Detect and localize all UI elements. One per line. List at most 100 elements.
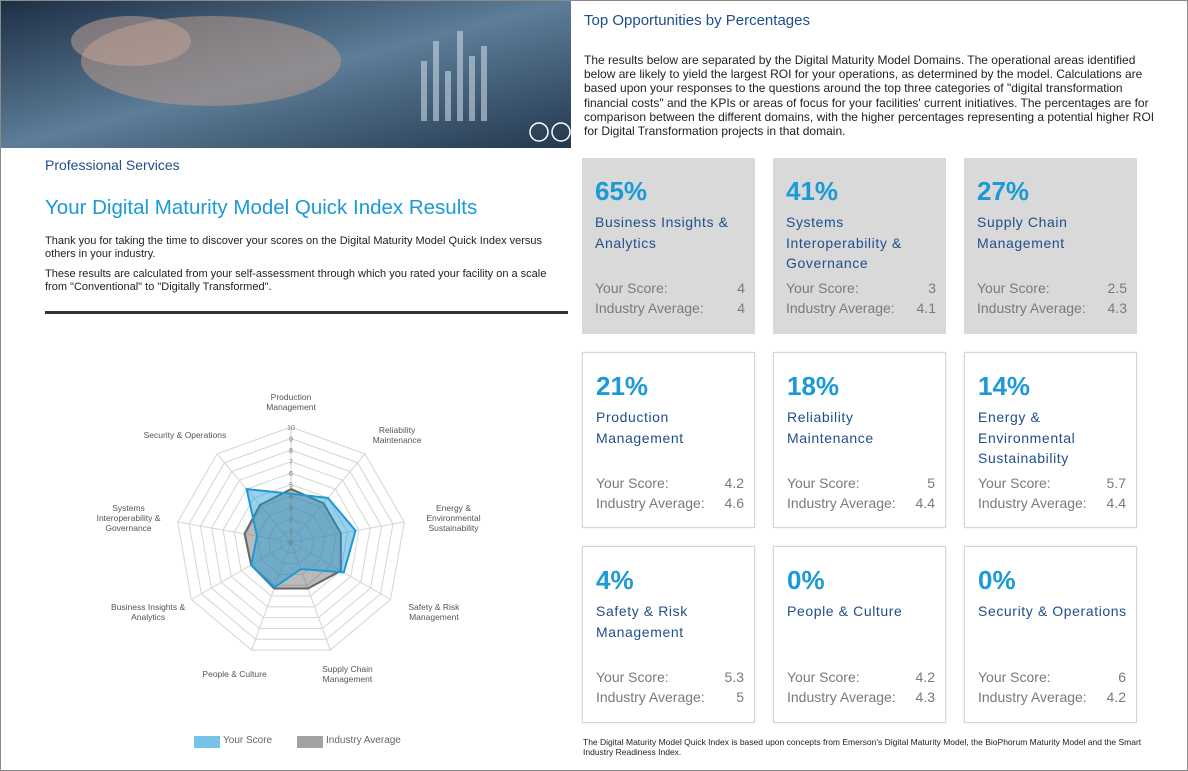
average-row: Industry Average: 4.4 bbox=[978, 495, 1126, 511]
opportunities-title: Top Opportunities by Percentages bbox=[584, 12, 810, 29]
footnote: The Digital Maturity Model Quick Index i… bbox=[583, 737, 1142, 757]
card-name: Safety & Risk Management bbox=[596, 603, 688, 640]
spoke bbox=[290, 541, 331, 651]
page-title: Your Digital Maturity Model Quick Index … bbox=[45, 196, 478, 219]
score-row: Your Score: 4.2 bbox=[787, 669, 935, 685]
score-value: 6 bbox=[1118, 669, 1126, 685]
spoke bbox=[290, 521, 405, 543]
score-row: Your Score: 4 bbox=[595, 280, 745, 296]
score-label: Your Score: bbox=[787, 475, 860, 491]
score-label: Your Score: bbox=[977, 280, 1050, 296]
legend-label: Your Score bbox=[223, 735, 273, 746]
average-value: 4.6 bbox=[724, 495, 744, 511]
card-name: Reliability Maintenance bbox=[787, 409, 874, 446]
spoke bbox=[251, 541, 292, 651]
axis-label: Production Management bbox=[266, 392, 316, 412]
intro-paragraph: Thank you for taking the time to discove… bbox=[45, 235, 543, 260]
card-percent: 0% bbox=[978, 565, 1016, 595]
average-value: 5 bbox=[736, 689, 744, 705]
r-tick-label: 3 bbox=[289, 506, 293, 513]
average-row: Industry Average: 4.6 bbox=[596, 495, 744, 511]
score-label: Your Score: bbox=[595, 280, 668, 296]
score-row: Your Score: 2.5 bbox=[977, 280, 1127, 296]
opportunity-card: 4% Safety & Risk Management Your Score: 5.3… bbox=[582, 546, 755, 723]
card-name: Supply Chain Management bbox=[977, 214, 1068, 251]
card-name: Production Management bbox=[596, 409, 684, 446]
score-row: Your Score: 5 bbox=[787, 475, 935, 491]
card-percent: 18% bbox=[787, 371, 840, 401]
grid-ring bbox=[199, 449, 383, 629]
r-tick-label: 8 bbox=[289, 448, 293, 455]
score-value: 5 bbox=[927, 475, 935, 491]
average-value: 4.4 bbox=[1106, 495, 1126, 511]
grid-ring bbox=[267, 518, 315, 565]
card-name: Systems Interoperability & Governance bbox=[786, 214, 902, 271]
average-value: 4 bbox=[737, 300, 745, 316]
card-name: Security & Operations bbox=[978, 603, 1127, 619]
average-row: Industry Average: 4.2 bbox=[978, 689, 1126, 705]
average-label: Industry Average: bbox=[978, 689, 1087, 705]
score-row: Your Score: 4.2 bbox=[596, 475, 744, 491]
average-label: Industry Average: bbox=[787, 495, 896, 511]
average-label: Industry Average: bbox=[595, 300, 704, 316]
axis-label: Energy & Environmental Sustainability bbox=[426, 502, 481, 533]
r-tick-label: 5 bbox=[289, 483, 293, 490]
card-percent: 4% bbox=[596, 565, 634, 595]
score-label: Your Score: bbox=[596, 669, 669, 685]
opportunity-card: 21% Production Management Your Score: 4.2 In… bbox=[582, 352, 755, 528]
grid-ring bbox=[177, 426, 405, 651]
axis-label: Reliability Maintenance bbox=[372, 424, 422, 445]
radar-chart: 0 1 2 3 4 5 6 7 8 9 10 bbox=[177, 425, 405, 651]
spoke bbox=[191, 541, 292, 600]
card-percent: 21% bbox=[596, 371, 649, 401]
grid-ring bbox=[256, 506, 326, 575]
card-name: People & Culture bbox=[787, 603, 903, 619]
r-tick-label: 4 bbox=[289, 494, 293, 501]
average-row: Industry Average: 4.3 bbox=[977, 300, 1127, 316]
average-label: Industry Average: bbox=[978, 495, 1087, 511]
r-tick-label: 0 bbox=[289, 540, 293, 547]
spoke bbox=[177, 521, 292, 543]
score-value: 3 bbox=[928, 280, 936, 296]
legend-label: Industry Average bbox=[326, 735, 401, 746]
opportunity-card: 14% Energy & Environmental Sustainability… bbox=[964, 352, 1137, 528]
card-percent: 0% bbox=[787, 565, 825, 595]
score-value: 2.5 bbox=[1107, 280, 1127, 296]
opportunity-card: 0% People & Culture Your Score: 4.2 Industry… bbox=[773, 546, 946, 723]
axis-label: Supply Chain Management bbox=[322, 663, 373, 684]
score-value: 4.2 bbox=[915, 669, 935, 685]
score-value: 4 bbox=[737, 280, 745, 296]
score-row: Your Score: 6 bbox=[978, 669, 1126, 685]
grid-ring bbox=[222, 472, 360, 608]
average-label: Industry Average: bbox=[786, 300, 895, 316]
spoke bbox=[216, 453, 292, 543]
score-row: Your Score: 5.3 bbox=[596, 669, 744, 685]
average-value: 4.1 bbox=[916, 300, 936, 316]
card-name: Energy & Environmental Sustainability bbox=[978, 409, 1076, 466]
section-label: Professional Services bbox=[45, 157, 180, 173]
score-row: Your Score: 5.7 bbox=[978, 475, 1126, 491]
opportunity-card: 27% Supply Chain Management Your Score: 2.5… bbox=[964, 158, 1137, 334]
average-value: 4.3 bbox=[915, 689, 935, 705]
card-percent: 14% bbox=[978, 371, 1031, 401]
r-tick-label: 2 bbox=[289, 517, 293, 524]
axis-label: Safety & Risk Management bbox=[408, 602, 460, 622]
average-row: Industry Average: 4.3 bbox=[787, 689, 935, 705]
r-tick-label: 7 bbox=[289, 460, 293, 467]
divider bbox=[45, 311, 568, 314]
average-label: Industry Average: bbox=[596, 689, 705, 705]
r-tick-label: 1 bbox=[289, 529, 293, 536]
average-row: Industry Average: 4.4 bbox=[787, 495, 935, 511]
opportunities-description: The results below are separated by the D… bbox=[584, 53, 1155, 139]
card-name: Business Insights & Analytics bbox=[595, 214, 729, 251]
axis-label: Security & Operations bbox=[143, 429, 227, 440]
average-value: 4.3 bbox=[1107, 300, 1127, 316]
grid-ring bbox=[188, 437, 394, 640]
card-percent: 41% bbox=[786, 176, 839, 206]
grid-ring bbox=[233, 483, 349, 597]
average-value: 4.4 bbox=[915, 495, 935, 511]
score-value: 5.7 bbox=[1106, 475, 1126, 491]
score-label: Your Score: bbox=[787, 669, 860, 685]
card-percent: 65% bbox=[595, 176, 648, 206]
